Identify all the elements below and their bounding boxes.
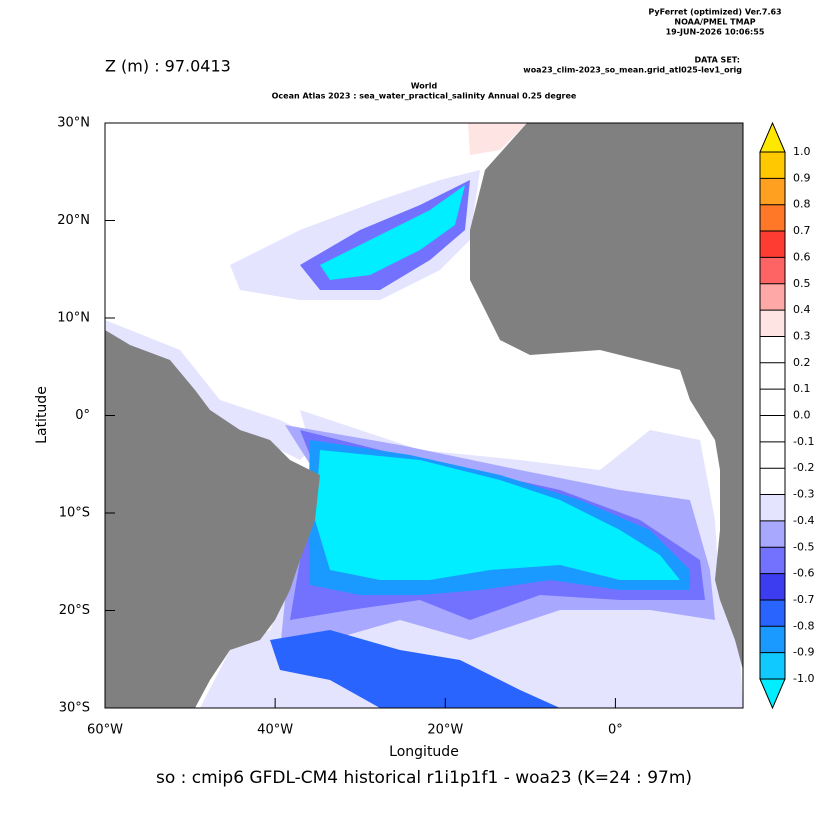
caption: so : cmip6 GFDL-CM4 historical r1i1p1f1 …	[156, 768, 692, 788]
colorbar-label: 0.4	[793, 303, 811, 316]
colorbar-box	[760, 652, 785, 679]
x-tick-label: 20°W	[427, 723, 463, 738]
colorbar-box	[760, 283, 785, 311]
colorbar-label: 0.5	[793, 277, 811, 290]
colorbar-box	[760, 547, 785, 574]
title-line: World	[411, 82, 438, 91]
depth-label: Z (m) : 97.0413	[105, 57, 231, 76]
colorbar-box	[760, 178, 785, 205]
title-line: Ocean Atlas 2023 : sea_water_practical_s…	[272, 92, 577, 101]
colorbar-box	[760, 573, 785, 600]
colorbar-label: -0.7	[793, 593, 814, 606]
colorbar-box	[760, 441, 785, 469]
colorbar-label: -0.8	[793, 619, 814, 632]
colorbar-label: -0.3	[793, 488, 814, 501]
colorbar-box	[760, 494, 785, 521]
org-label: NOAA/PMEL TMAP	[674, 18, 755, 27]
colorbar-label: 0.2	[793, 356, 811, 369]
colorbar-box	[760, 415, 785, 442]
timestamp: 19-JUN-2026 10:06:55	[666, 28, 765, 37]
colorbar-label: 0.7	[793, 224, 811, 237]
colorbar-box	[760, 152, 785, 179]
colorbar-label: -0.2	[793, 461, 814, 474]
land-africa	[470, 123, 743, 670]
y-tick-label: 10°N	[57, 311, 90, 326]
y-tick-label: 30°N	[57, 116, 90, 131]
y-tick-label: 0°	[75, 408, 90, 423]
program-label: PyFerret (optimized) Ver.7.63	[648, 8, 781, 17]
colorbar-arrow-top	[759, 121, 786, 153]
colorbar-label: 0.1	[793, 382, 811, 395]
colorbar-label: -0.1	[793, 435, 814, 448]
x-tick-label: 0°	[608, 723, 623, 738]
colorbar-box	[760, 257, 785, 284]
colorbar-box	[760, 520, 785, 548]
colorbar-arrow-bottom	[759, 678, 786, 710]
colorbar-label: -0.6	[793, 567, 814, 580]
colorbar-box	[760, 231, 785, 258]
field-region	[105, 320, 320, 460]
field-region	[320, 185, 465, 280]
field-region	[315, 450, 680, 580]
colorbar-label: 0.8	[793, 198, 811, 211]
y-tick-label: 10°S	[59, 506, 90, 521]
colorbar-label: -0.9	[793, 646, 814, 659]
colorbar-label: -0.5	[793, 540, 814, 553]
dataset-name: woa23_clim-2023_so_mean.grid_atl025-lev1…	[523, 66, 742, 75]
salinity-field	[105, 123, 743, 708]
colorbar-box	[760, 389, 785, 416]
field-region	[270, 630, 560, 708]
colorbar-label: 1.0	[793, 145, 811, 158]
y-tick-label: 20°N	[57, 213, 90, 228]
colorbar-label: 0.0	[793, 409, 811, 422]
land-south-america	[105, 330, 320, 708]
colorbar-label: 0.6	[793, 250, 811, 263]
colorbar-box	[760, 310, 785, 337]
colorbar-box	[760, 362, 785, 390]
x-tick-label: 40°W	[257, 723, 293, 738]
dataset-label: DATA SET:	[695, 56, 740, 65]
colorbar-box	[760, 336, 785, 363]
colorbar-box	[760, 626, 785, 653]
field-region	[468, 123, 527, 155]
y-axis-label: Latitude	[34, 386, 50, 444]
colorbar-box	[760, 468, 785, 495]
colorbar-label: 0.9	[793, 171, 811, 184]
x-tick-label: 60°W	[87, 723, 123, 738]
colorbar-label: 0.3	[793, 329, 811, 342]
y-tick-label: 30°S	[59, 701, 90, 716]
y-tick-label: 20°S	[59, 603, 90, 618]
colorbar-label: -0.4	[793, 514, 814, 527]
x-axis-label: Longitude	[389, 744, 459, 760]
colorbar-label: -1.0	[793, 672, 814, 685]
colorbar-box	[760, 204, 785, 232]
colorbar-box	[760, 599, 785, 627]
